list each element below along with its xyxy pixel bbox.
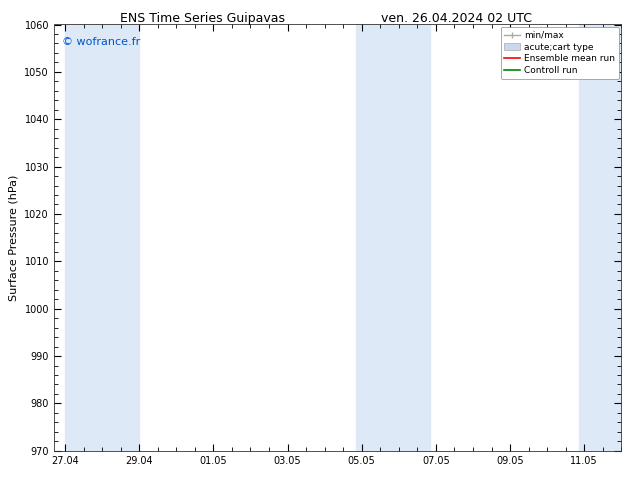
Text: ENS Time Series Guipavas: ENS Time Series Guipavas [120,12,285,25]
Bar [356,24,430,451]
Text: ven. 26.04.2024 02 UTC: ven. 26.04.2024 02 UTC [381,12,532,25]
Bar [579,24,621,451]
Bar [65,24,139,451]
Y-axis label: Surface Pressure (hPa): Surface Pressure (hPa) [9,174,19,301]
Text: © wofrance.fr: © wofrance.fr [62,37,141,48]
Legend: min/max, acute;cart type, Ensemble mean run, Controll run: min/max, acute;cart type, Ensemble mean … [500,27,619,78]
